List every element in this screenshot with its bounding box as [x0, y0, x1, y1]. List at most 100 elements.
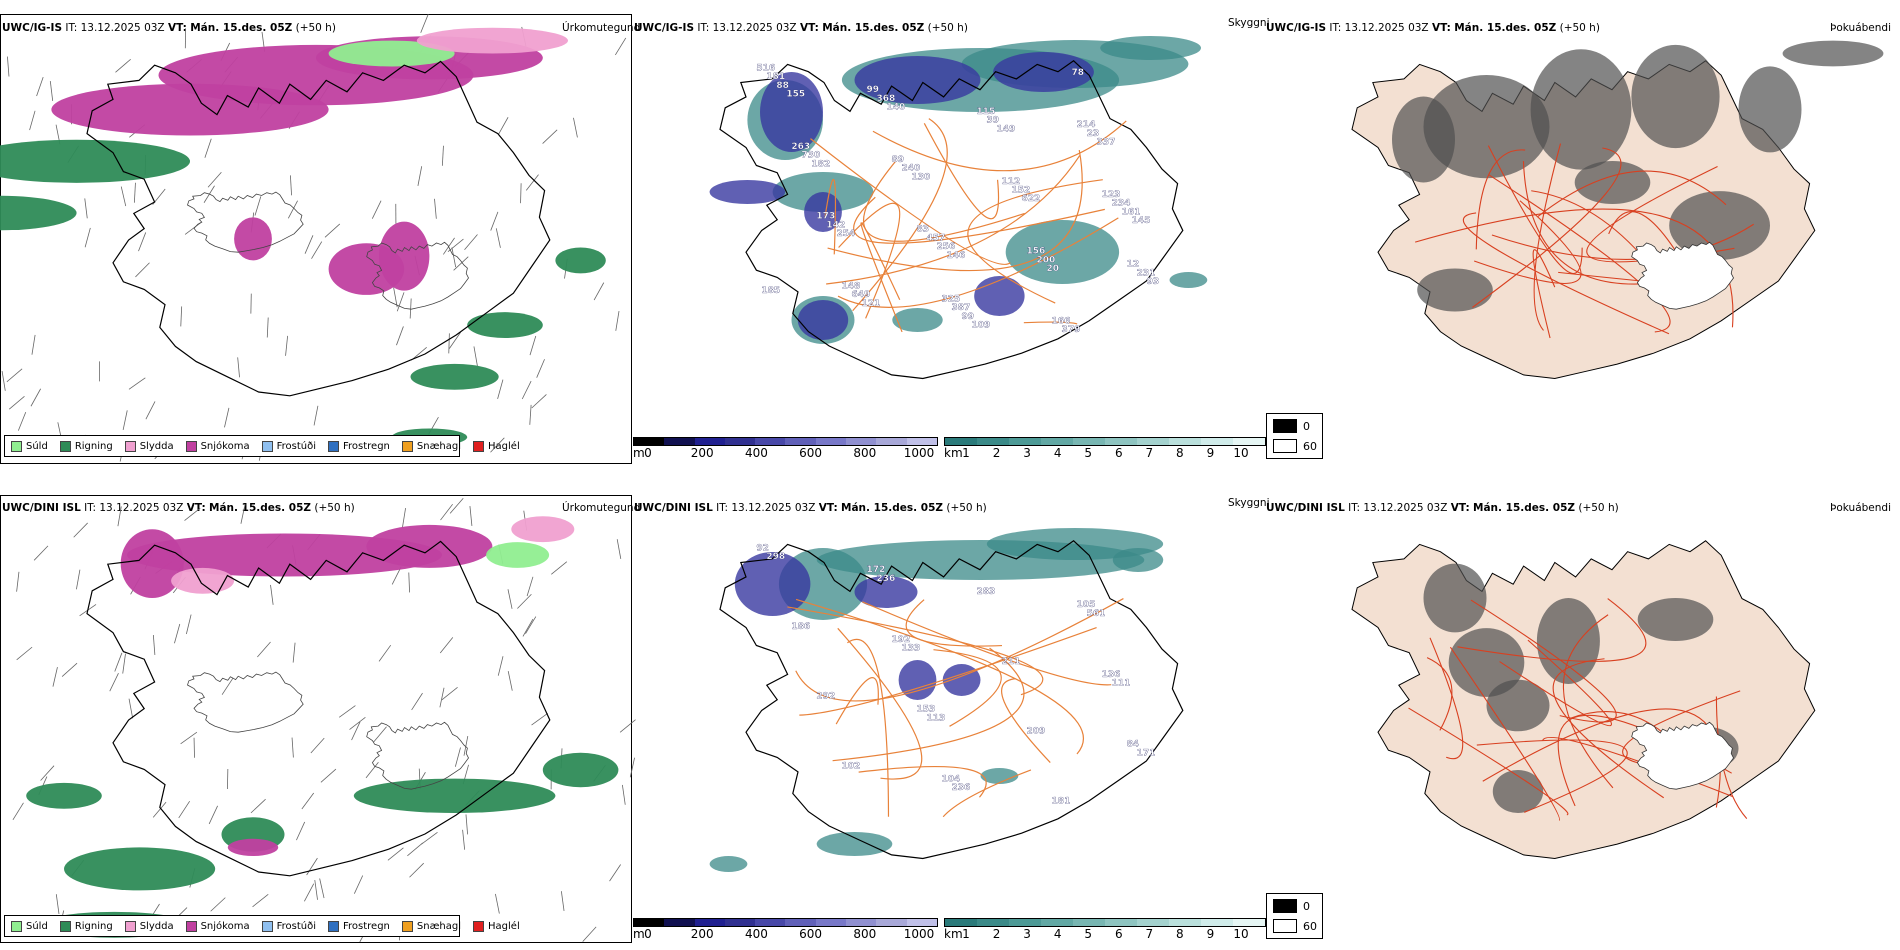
- wind-barb: [49, 81, 54, 101]
- glacier-outline: [366, 721, 469, 790]
- colorbar-tick-label: 800: [853, 927, 877, 941]
- precip-area: [64, 847, 216, 891]
- visibility-area: [709, 856, 748, 872]
- precip-map: [12, 498, 636, 943]
- road: [862, 601, 1112, 686]
- road: [1569, 711, 1666, 735]
- ceiling-label: 236: [876, 574, 895, 584]
- road: [795, 598, 1124, 702]
- legend-label: Frostregn: [343, 920, 390, 932]
- wind-barb: [76, 569, 81, 590]
- visibility-area: [980, 768, 1019, 784]
- ceiling-label: 161: [1122, 207, 1141, 217]
- wind-barb: [12, 802, 24, 821]
- road: [837, 217, 1119, 308]
- road: [853, 196, 1105, 244]
- wind-barb: [180, 731, 198, 745]
- road: [1532, 249, 1556, 339]
- wind-barb: [152, 634, 156, 655]
- wind-barb: [449, 498, 464, 514]
- road: [858, 765, 987, 798]
- wind-barb: [221, 677, 234, 695]
- fog-area: [1669, 191, 1770, 260]
- fog-area: [1631, 44, 1720, 149]
- precip-area: [234, 217, 272, 261]
- ceiling-label: 649: [851, 290, 870, 300]
- ceiling-area: [709, 180, 786, 204]
- legend-swatch: [261, 920, 273, 932]
- road: [942, 769, 1032, 818]
- road: [1487, 145, 1583, 275]
- wind-barb: [439, 637, 454, 654]
- ceiling-label: 263: [791, 142, 810, 152]
- ceiling-label: 39: [987, 116, 1000, 126]
- model-name: UWC/IG-IS: [2, 22, 63, 34]
- legend-item: Haglél: [473, 440, 520, 452]
- road: [824, 179, 837, 255]
- legend-label: Súld: [26, 440, 48, 452]
- colorbar-cell: [1169, 438, 1201, 445]
- legend-swatch: [473, 920, 485, 932]
- wind-barb: [531, 394, 547, 409]
- road: [1537, 170, 1727, 217]
- coastline: [86, 540, 551, 877]
- road: [1449, 646, 1561, 821]
- ceiling-label: 156: [1027, 247, 1046, 257]
- road: [1715, 696, 1748, 819]
- ceiling-label: 283: [977, 587, 996, 597]
- legend-label: Snjókoma: [200, 920, 250, 932]
- road: [1522, 161, 1649, 285]
- panel-field-name: Úrkomutegund: [562, 22, 641, 34]
- colorbar-cell: [876, 919, 907, 926]
- wind-barb: [138, 232, 147, 252]
- wind-barb: [421, 831, 438, 845]
- fog-area: [1448, 628, 1525, 697]
- road: [1023, 321, 1078, 325]
- wind-barb: [185, 614, 192, 635]
- colorbar-tick-label: 0: [644, 927, 652, 941]
- colorbar-tick-label: 10: [1233, 446, 1249, 460]
- ceiling-label: 93: [1147, 277, 1160, 287]
- ceiling-label: 337: [1097, 138, 1116, 148]
- wind-barb: [1, 370, 6, 391]
- ceiling-unit: m: [633, 446, 645, 460]
- fog-index-map: [1351, 40, 1884, 380]
- wind-barb: [614, 37, 627, 56]
- wind-barb: [525, 174, 539, 191]
- legend-label: Rigning: [74, 440, 113, 452]
- coastline: [86, 60, 551, 397]
- colorbar-tick-label: 1000: [903, 446, 935, 460]
- wind-barb: [526, 576, 534, 597]
- precip-legend: Súld Rigning Slydda Snjókoma Frostúði Frostre…: [4, 435, 520, 457]
- colorbar-cell: [634, 919, 665, 926]
- ceiling-label: 236: [951, 783, 970, 793]
- ceiling-label: 153: [916, 705, 935, 715]
- colorbar-cell: [1073, 919, 1105, 926]
- road: [1462, 212, 1670, 335]
- colorbar-cell: [785, 919, 816, 926]
- precip-area: [416, 27, 568, 54]
- wind-barb: [17, 411, 27, 431]
- wind-barb: [387, 847, 404, 861]
- wind-barb: [224, 407, 230, 428]
- colorbar-cell: [1105, 919, 1137, 926]
- road: [832, 647, 1025, 762]
- wind-barb: [609, 864, 621, 882]
- ceiling-label: 146: [946, 251, 965, 261]
- colorbar-tick-label: 4: [1053, 446, 1062, 460]
- wind-barb: [393, 287, 398, 308]
- wind-barb: [434, 198, 437, 219]
- legend-label: Haglél: [488, 920, 520, 932]
- ceiling-label: 209: [1027, 727, 1046, 737]
- wind-barb: [469, 505, 473, 526]
- ceiling-unit: m: [633, 927, 645, 941]
- legend-label: Slydda: [139, 440, 174, 452]
- legend-swatch: [401, 440, 413, 452]
- colorbar-cell: [1201, 919, 1233, 926]
- wind-barb: [16, 646, 33, 661]
- visibility-area: [892, 308, 943, 332]
- legend-item: Súld: [11, 440, 48, 452]
- fog-key: 0 60: [1266, 413, 1323, 459]
- ceiling-label: 83: [916, 225, 929, 235]
- ceiling-label: 231: [1137, 268, 1156, 278]
